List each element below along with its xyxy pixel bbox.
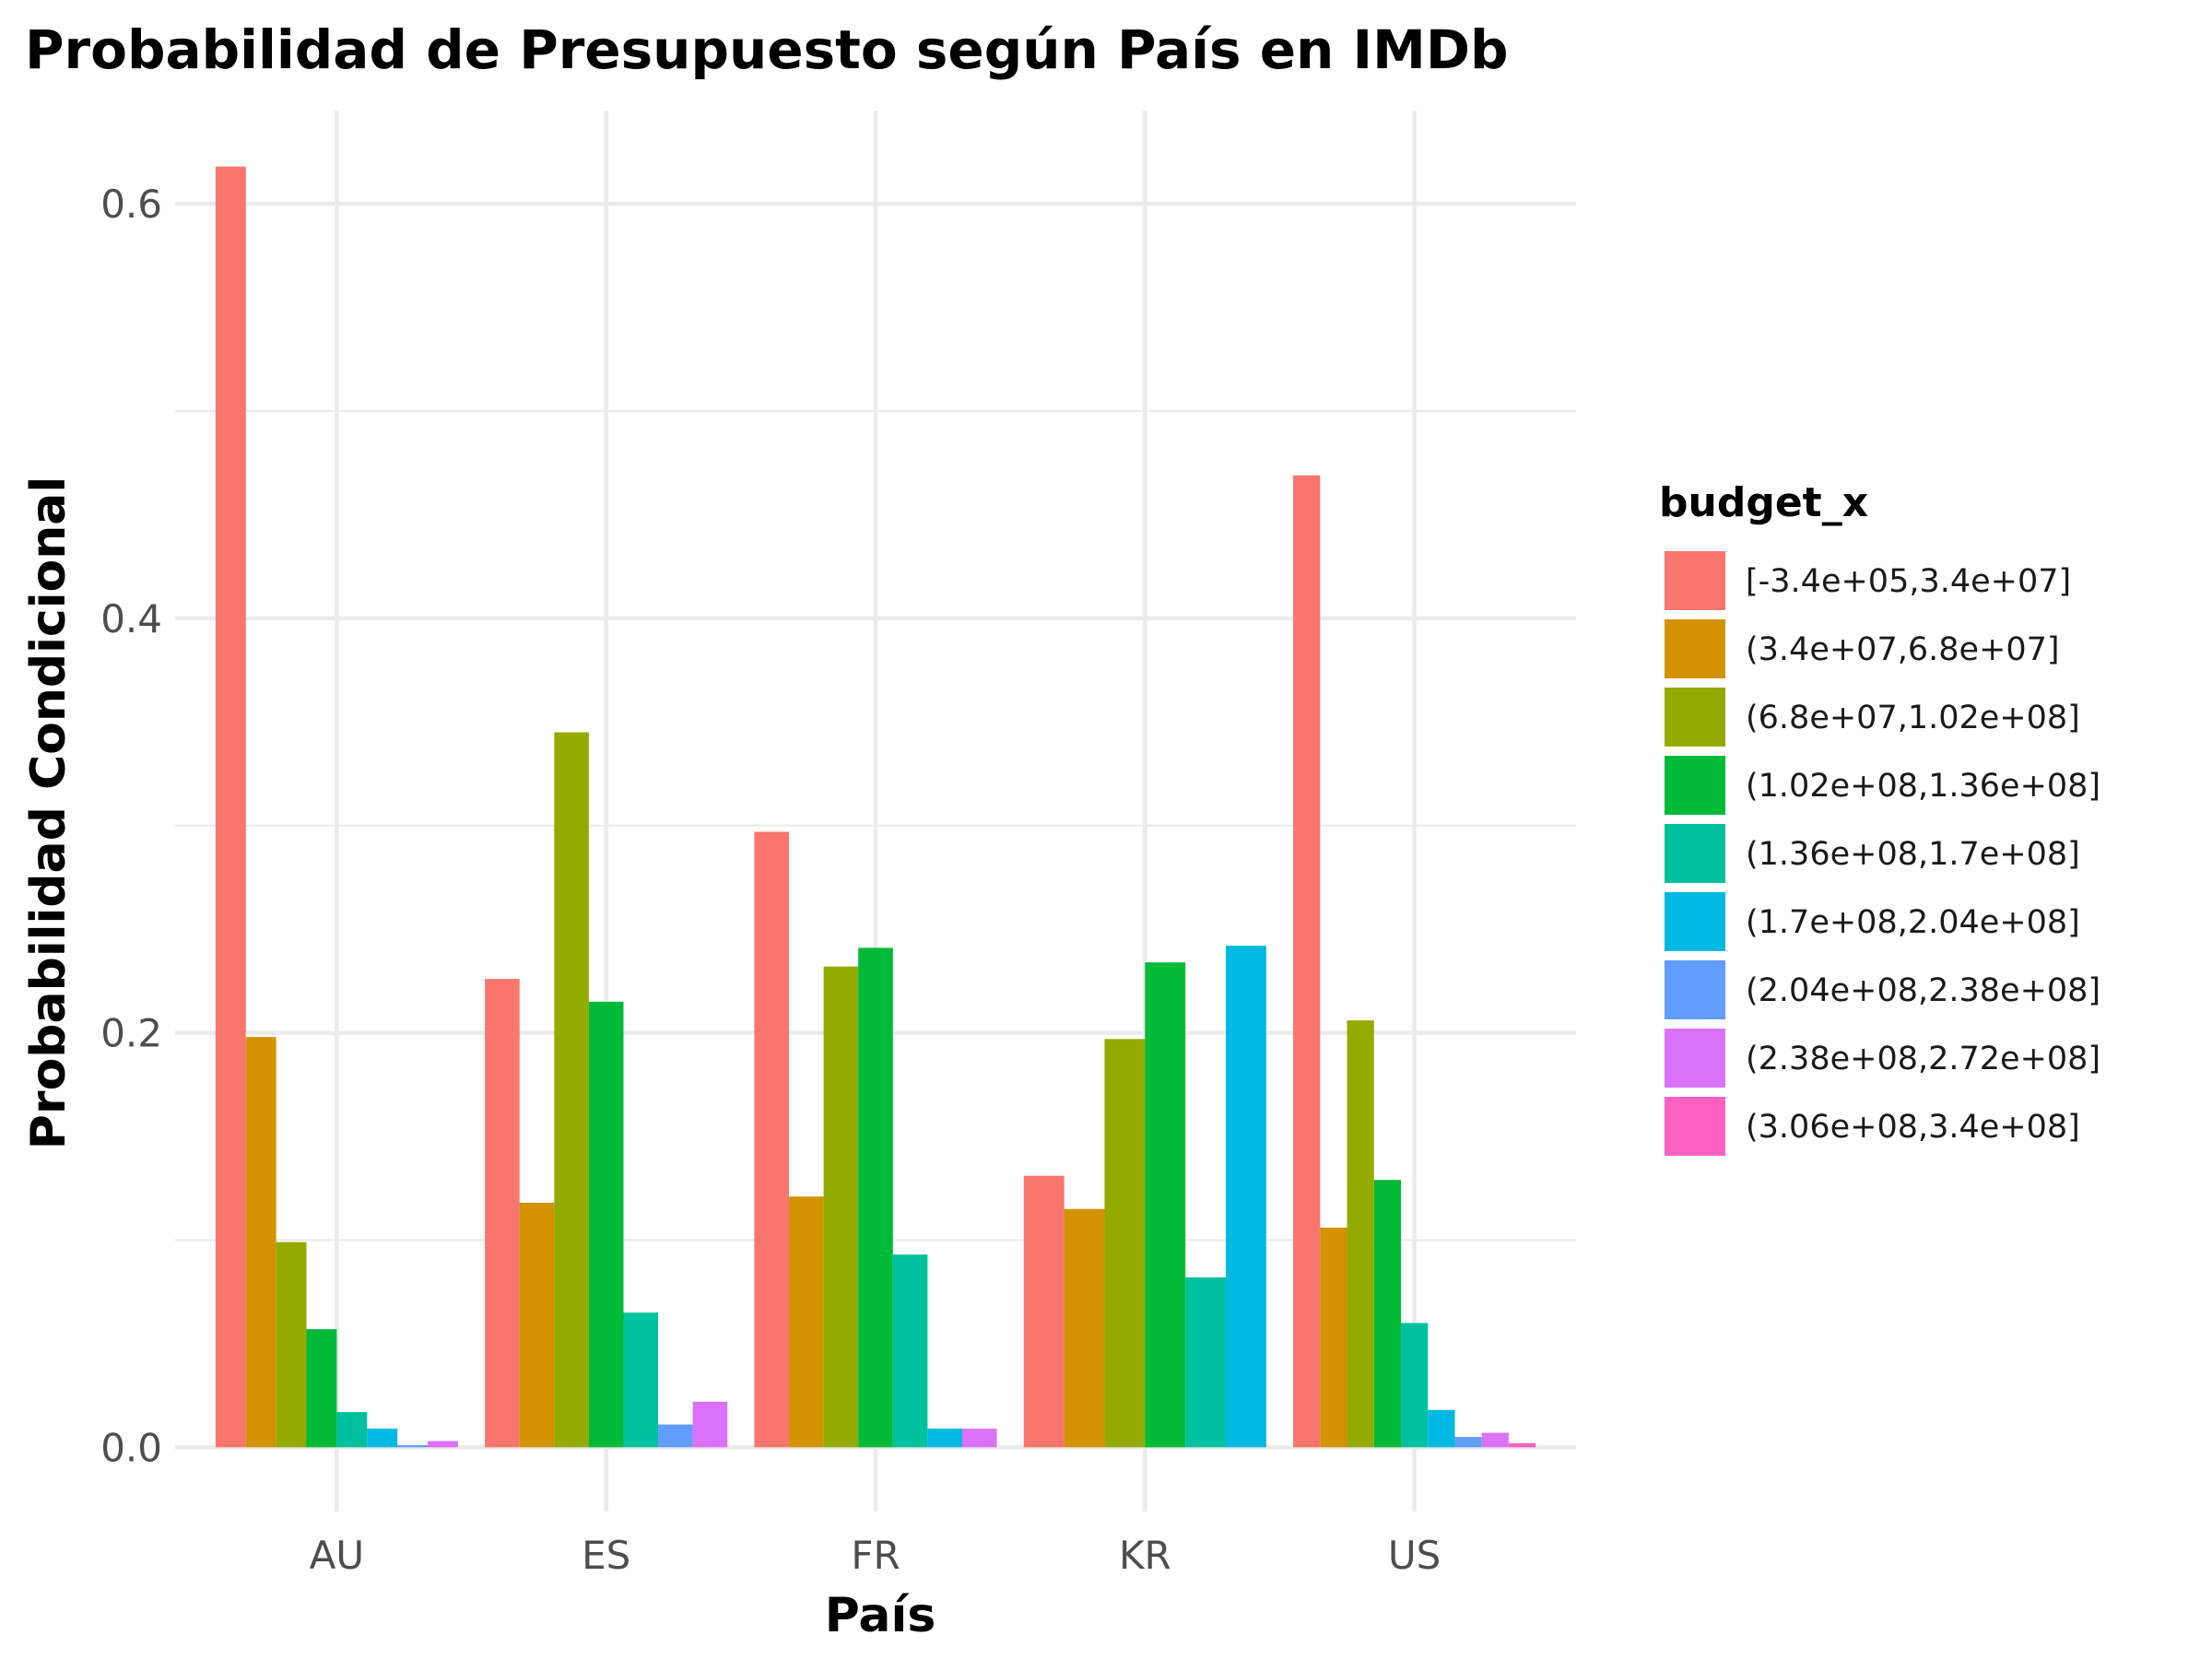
bar xyxy=(215,166,246,1448)
bar xyxy=(397,1445,429,1448)
legend-key xyxy=(1665,688,1725,747)
x-tick-label: US xyxy=(1388,1533,1441,1578)
bar xyxy=(1185,1277,1226,1448)
legend-label: (3.06e+08,3.4e+08] xyxy=(1746,1109,2080,1146)
bar xyxy=(961,1429,997,1448)
legend-label: (6.8e+07,1.02e+08] xyxy=(1746,700,2080,736)
bar xyxy=(1064,1208,1105,1448)
bar xyxy=(428,1441,458,1448)
legend-label: (3.4e+07,6.8e+07] xyxy=(1746,631,2060,668)
bar xyxy=(336,1412,368,1448)
bar xyxy=(823,966,859,1448)
bar xyxy=(1023,1175,1065,1448)
bar xyxy=(754,831,790,1448)
bar xyxy=(1428,1409,1455,1448)
bars xyxy=(215,166,1536,1448)
x-tick-label: KR xyxy=(1119,1533,1171,1578)
bar xyxy=(588,1001,624,1448)
y-tick-label: 0.6 xyxy=(100,182,162,227)
legend-label: (1.36e+08,1.7e+08] xyxy=(1746,836,2080,873)
x-axis-title: País xyxy=(825,1588,936,1643)
legend-label: (2.04e+08,2.38e+08] xyxy=(1746,972,2100,1009)
bar xyxy=(1293,475,1321,1448)
legend-key xyxy=(1665,1029,1725,1088)
legend-label: (1.7e+08,2.04e+08] xyxy=(1746,904,2080,941)
legend-items: [-3.4e+05,3.4e+07] (3.4e+07,6.8e+07] (6.8e… xyxy=(1665,551,2100,1156)
legend-key xyxy=(1665,892,1725,951)
x-tick-label: ES xyxy=(582,1533,630,1578)
bar xyxy=(623,1312,659,1448)
bar xyxy=(485,979,520,1448)
bar xyxy=(554,732,589,1448)
bar xyxy=(1145,962,1186,1448)
y-axis-ticks: 0.0 0.2 0.4 0.6 xyxy=(100,182,162,1470)
bar xyxy=(858,947,893,1448)
legend-label: (1.02e+08,1.36e+08] xyxy=(1746,768,2100,805)
bar xyxy=(1481,1432,1509,1448)
bar xyxy=(1373,1180,1401,1448)
bar xyxy=(367,1429,398,1448)
bar xyxy=(245,1037,276,1448)
legend-label: [-3.4e+05,3.4e+07] xyxy=(1746,563,2071,600)
legend-title: budget_x xyxy=(1659,479,1868,526)
legend-key xyxy=(1665,756,1725,815)
legend-key xyxy=(1665,960,1725,1019)
legend-key xyxy=(1665,824,1725,883)
chart-title: Probabilidad de Presupuesto según País e… xyxy=(25,18,1509,81)
legend: budget_x [-3.4e+05,3.4e+07] (3.4e+07,6.8e… xyxy=(1659,479,2100,1156)
y-tick-label: 0.0 xyxy=(100,1425,162,1470)
bar xyxy=(927,1429,962,1448)
bar xyxy=(1454,1437,1482,1448)
bar xyxy=(276,1241,307,1448)
legend-key xyxy=(1665,619,1725,678)
bar xyxy=(519,1202,555,1448)
bar xyxy=(789,1196,824,1448)
bar xyxy=(1401,1323,1429,1448)
y-axis-title: Probabilidad Condicional xyxy=(21,477,76,1149)
bar xyxy=(1320,1227,1347,1448)
legend-key xyxy=(1665,551,1725,610)
bar xyxy=(1508,1442,1536,1448)
bar xyxy=(892,1254,928,1448)
bar xyxy=(1104,1039,1146,1448)
x-tick-label: FR xyxy=(851,1533,900,1578)
bar xyxy=(692,1401,728,1448)
legend-label: (2.38e+08,2.72e+08] xyxy=(1746,1041,2100,1077)
y-tick-label: 0.2 xyxy=(100,1011,162,1056)
x-tick-label: AU xyxy=(310,1533,364,1578)
x-axis-ticks: AU ES FR KR US xyxy=(310,1533,1441,1578)
bar xyxy=(306,1329,337,1448)
bar xyxy=(1347,1020,1374,1448)
bar xyxy=(658,1424,693,1448)
bar xyxy=(1226,946,1266,1448)
y-tick-label: 0.4 xyxy=(100,596,162,641)
legend-key xyxy=(1665,1097,1725,1156)
